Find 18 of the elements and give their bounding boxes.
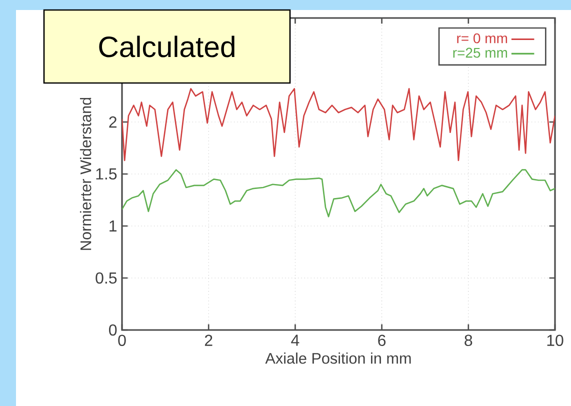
annotation: Calculated <box>99 36 234 58</box>
y-axis-title: Normierter Widerstand <box>80 98 92 250</box>
y-tick-label: 0.5 <box>96 272 117 284</box>
line-series <box>122 169 555 218</box>
legend-label: r= 0 mm <box>457 33 508 44</box>
y-tick-label: 1 <box>110 220 117 232</box>
x-tick-label: 2 <box>204 334 212 346</box>
x-tick-label: 6 <box>378 334 386 346</box>
x-axis-title: Axiale Position in mm <box>265 352 411 364</box>
y-tick-label: 2 <box>109 116 116 128</box>
x-tick-label: 0 <box>118 334 126 346</box>
legend-label: r=25 mm <box>453 48 508 58</box>
y-tick-label: 0 <box>109 324 117 336</box>
x-tick-label: 8 <box>464 334 472 346</box>
x-tick-label: 10 <box>547 334 564 346</box>
x-tick-label: 4 <box>291 334 300 346</box>
y-tick-label: 1.5 <box>96 168 117 180</box>
line-series <box>122 88 555 162</box>
